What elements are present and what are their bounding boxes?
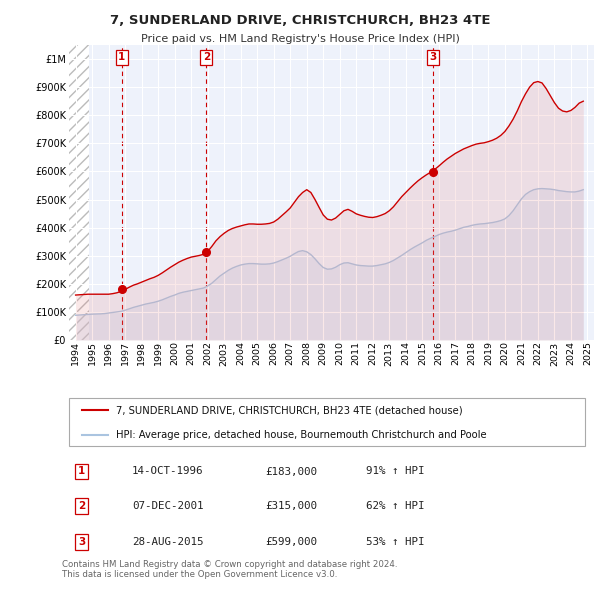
Text: 3: 3 xyxy=(78,537,85,547)
Text: 2: 2 xyxy=(78,501,85,511)
Bar xyxy=(69,45,89,340)
Text: Price paid vs. HM Land Registry's House Price Index (HPI): Price paid vs. HM Land Registry's House … xyxy=(140,34,460,44)
Text: 14-OCT-1996: 14-OCT-1996 xyxy=(132,467,203,477)
Text: 7, SUNDERLAND DRIVE, CHRISTCHURCH, BH23 4TE (detached house): 7, SUNDERLAND DRIVE, CHRISTCHURCH, BH23 … xyxy=(116,405,463,415)
Text: 1: 1 xyxy=(78,467,85,477)
Text: 28-AUG-2015: 28-AUG-2015 xyxy=(132,537,203,547)
Text: £183,000: £183,000 xyxy=(265,467,317,477)
Text: £315,000: £315,000 xyxy=(265,501,317,511)
Text: 2: 2 xyxy=(203,53,210,63)
Text: HPI: Average price, detached house, Bournemouth Christchurch and Poole: HPI: Average price, detached house, Bour… xyxy=(116,430,487,440)
Text: 7, SUNDERLAND DRIVE, CHRISTCHURCH, BH23 4TE: 7, SUNDERLAND DRIVE, CHRISTCHURCH, BH23 … xyxy=(110,14,490,27)
Text: 91% ↑ HPI: 91% ↑ HPI xyxy=(365,467,424,477)
Text: 1: 1 xyxy=(118,53,125,63)
Text: 3: 3 xyxy=(430,53,437,63)
FancyBboxPatch shape xyxy=(69,398,586,446)
Text: 07-DEC-2001: 07-DEC-2001 xyxy=(132,501,203,511)
Text: 62% ↑ HPI: 62% ↑ HPI xyxy=(365,501,424,511)
Text: £599,000: £599,000 xyxy=(265,537,317,547)
Text: 53% ↑ HPI: 53% ↑ HPI xyxy=(365,537,424,547)
Text: Contains HM Land Registry data © Crown copyright and database right 2024.
This d: Contains HM Land Registry data © Crown c… xyxy=(62,560,398,579)
